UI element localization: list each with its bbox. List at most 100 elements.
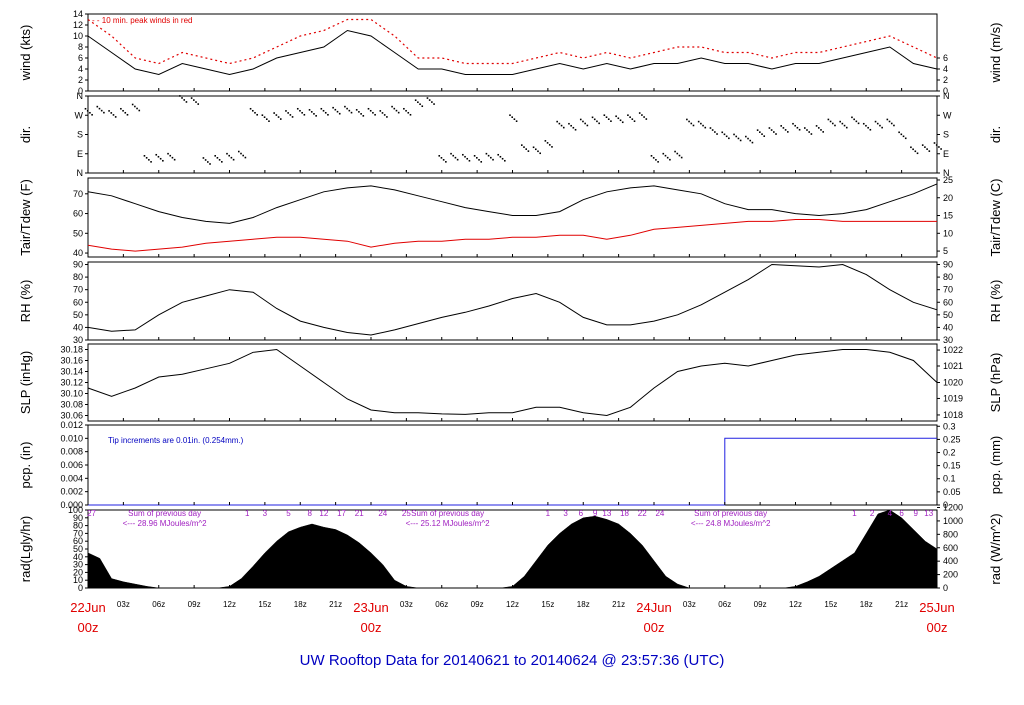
rad-hour-mark: 5 — [286, 509, 291, 518]
dir-point — [268, 120, 270, 122]
dir-point — [421, 105, 424, 108]
slp-ytick-left-label: 30.16 — [60, 356, 83, 366]
rad-sum-value: <--- 28.96 MJoules/m^2 — [123, 519, 208, 528]
dir-point — [747, 137, 749, 140]
rad-hour-mark: 4 — [888, 509, 893, 518]
dir-point — [126, 113, 129, 116]
rad-hour-mark: 17 — [337, 509, 346, 518]
dir-point — [782, 127, 785, 129]
dir-point — [261, 114, 264, 116]
dir-point — [737, 137, 740, 140]
dir-point — [629, 116, 631, 118]
slp-ylabel-left: SLP (inHg) — [18, 351, 33, 414]
temp-ytick-left-label: 60 — [73, 209, 83, 219]
dir-point — [787, 131, 789, 133]
dir-ytick-left-label: W — [75, 110, 84, 120]
dir-point — [853, 118, 855, 121]
dir-point — [615, 115, 617, 118]
dir-point — [808, 131, 810, 133]
temp-ylabel-left: Tair/Tdew (F) — [18, 179, 33, 256]
dir-point — [468, 159, 471, 162]
dir-point — [346, 107, 348, 110]
wind-ytick-left-label: 8 — [78, 42, 83, 52]
x-hour-label: 06z — [718, 600, 731, 609]
dir-point — [256, 113, 258, 116]
chart-title: UW Rooftop Data for 20140621 to 20140624… — [300, 652, 725, 669]
slp-ytick-left-label: 30.18 — [60, 345, 83, 355]
dir-point — [110, 112, 113, 114]
dir-point — [902, 135, 905, 138]
dir-point — [138, 109, 141, 112]
dir-point — [721, 131, 724, 134]
dir-point — [763, 135, 766, 137]
rad-ytick-right-label: 200 — [943, 570, 958, 580]
rad-ylabel-right: rad (W/m^2) — [988, 513, 1003, 584]
x-hour-label: 03z — [117, 600, 130, 609]
dir-point — [442, 159, 445, 161]
dir-point — [723, 133, 726, 136]
dir-point — [407, 111, 410, 114]
dir-point — [162, 159, 164, 162]
dir-point — [935, 144, 938, 146]
temp-ytick-right-label: 5 — [943, 246, 948, 256]
temp-ytick-right-label: 15 — [943, 211, 953, 221]
rh-ytick-left-label: 50 — [73, 310, 83, 320]
x-date-label: 23Jun — [353, 600, 388, 615]
pcp-ytick-right-label: 0.3 — [943, 421, 956, 431]
pcp-ytick-right-label: 0.25 — [943, 434, 961, 444]
slp-ytick-left-label: 30.10 — [60, 389, 83, 399]
dir-point — [773, 131, 775, 133]
dir-point — [501, 157, 504, 160]
rad-ytick-left-label: 10 — [73, 575, 83, 585]
slp-ytick-right-label: 1022 — [943, 345, 963, 355]
temp-ylabel-right: Tair/Tdew (C) — [988, 178, 1003, 256]
slp-ytick-right-label: 1019 — [943, 393, 963, 403]
x-hour-label: 18z — [860, 600, 873, 609]
rad-ytick-left-label: 20 — [73, 567, 83, 577]
rad-sum-value: <--- 25.12 MJoules/m^2 — [406, 519, 491, 528]
rad-hour-mark: 24 — [378, 509, 387, 518]
dir-point — [627, 114, 629, 116]
x-date-time: 00z — [644, 620, 665, 635]
dir-point — [367, 107, 370, 110]
rad-hour-mark: 27 — [87, 509, 96, 518]
wind-ytick-left-label: 4 — [78, 64, 83, 74]
rh-ytick-right-label: 50 — [943, 310, 953, 320]
rad-hour-mark: 6 — [899, 509, 904, 518]
dir-point — [674, 150, 676, 153]
rad-hour-mark: 3 — [563, 509, 568, 518]
slp-ytick-right-label: 1021 — [943, 361, 963, 371]
dir-point — [124, 111, 127, 114]
x-hour-label: 21z — [329, 600, 342, 609]
dir-point — [145, 157, 148, 159]
dir-point — [876, 122, 879, 125]
dir-point — [666, 156, 669, 159]
dir-point — [532, 146, 535, 149]
dir-point — [803, 127, 806, 129]
dir-point — [249, 107, 252, 110]
dir-point — [728, 137, 730, 140]
dir-point — [84, 107, 87, 110]
dir-point — [313, 113, 315, 115]
dir-point — [150, 161, 152, 163]
dir-point — [617, 117, 620, 120]
rh-ytick-right-label: 40 — [943, 322, 953, 332]
dir-point — [277, 116, 280, 118]
dir-point — [664, 154, 667, 157]
dir-point — [299, 109, 301, 112]
dir-point — [445, 161, 447, 163]
pcp-ytick-left-label: 0.006 — [60, 460, 83, 470]
dir-point — [558, 122, 561, 125]
rad-hour-mark: 13 — [924, 509, 933, 518]
dir-point — [749, 139, 752, 142]
dir-point — [112, 114, 115, 116]
dir-point — [704, 126, 707, 129]
dir-point — [265, 118, 268, 120]
rad-hour-mark: 6 — [579, 509, 584, 518]
dir-point — [886, 118, 889, 121]
dir-point — [881, 126, 883, 129]
dir-point — [237, 150, 240, 153]
dir-point — [759, 131, 761, 133]
x-hour-label: 12z — [223, 600, 236, 609]
